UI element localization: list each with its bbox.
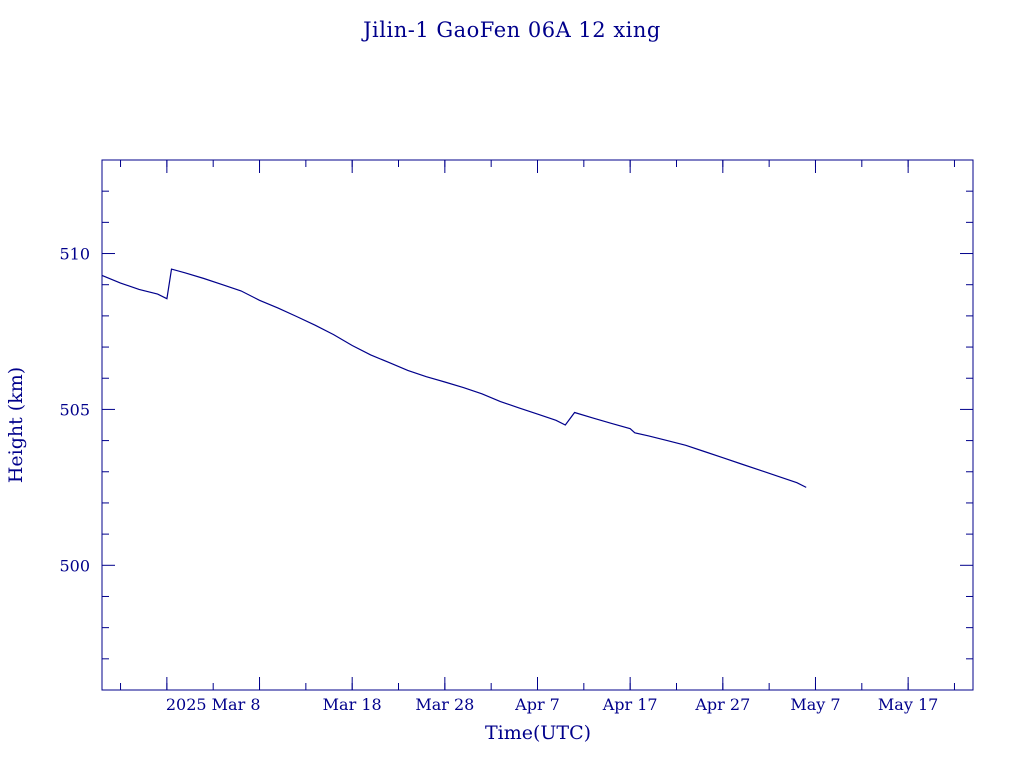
x-tick-label: Apr 17 xyxy=(602,695,658,714)
x-tick-label: Mar 18 xyxy=(323,695,382,714)
x-axis-label: Time(UTC) xyxy=(485,722,591,744)
series-group xyxy=(101,268,807,488)
x-tick-label: Apr 7 xyxy=(514,695,560,714)
y-tick-label: 505 xyxy=(59,400,90,419)
tick-marks xyxy=(102,159,973,691)
x-tick-label: May 17 xyxy=(878,695,938,714)
height-series-line xyxy=(101,268,807,488)
x-tick-label: Mar 28 xyxy=(415,695,474,714)
chart-title: Jilin-1 GaoFen 06A 12 xing xyxy=(361,18,661,42)
y-tick-label: 510 xyxy=(59,245,90,264)
y-tick-label: 500 xyxy=(59,556,90,575)
y-axis-label: Height (km) xyxy=(5,367,27,483)
x-tick-labels: 2025 Mar 8 Mar 18 Mar 28 Apr 7 Apr 17 Apr 27 M… xyxy=(166,695,938,714)
plot-frame xyxy=(101,159,974,691)
x-tick-label: May 7 xyxy=(790,695,840,714)
x-tick-label: Apr 27 xyxy=(694,695,750,714)
y-tick-labels: 500 505 510 xyxy=(59,245,90,576)
x-tick-label: 2025 Mar 8 xyxy=(166,695,261,714)
